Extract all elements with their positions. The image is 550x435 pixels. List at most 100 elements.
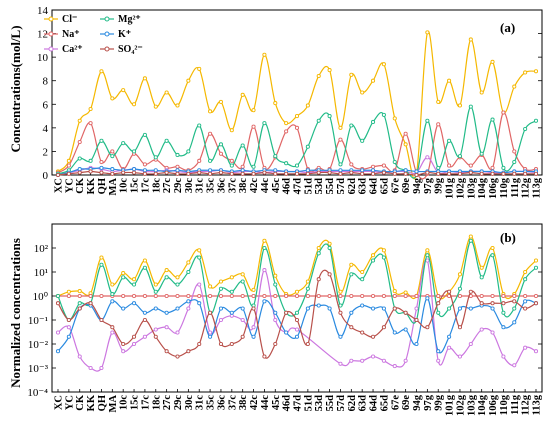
panel-b-x-tick-label: 57d: [336, 395, 347, 412]
panel-a-point-so42-minus: [403, 171, 408, 176]
panel-a-series: [55, 30, 539, 180]
panel-b-point-so42-minus: [273, 341, 278, 347]
panel-b-point-mg2-plus: [479, 275, 484, 280]
panel-b-point-na-plus: [240, 293, 245, 299]
panel-a-point-mg2-plus: [468, 104, 473, 109]
panel-b-point-na-plus: [512, 293, 517, 299]
panel-b-point-ca2-plus: [240, 317, 245, 323]
panel-a-x-tick-label: 51d: [303, 178, 314, 195]
panel-b-point-cl-minus: [153, 282, 158, 287]
panel-b-x-tick-label: 27c: [162, 395, 173, 411]
panel-a-x-tick-label: 102g: [455, 177, 466, 199]
panel-a-point-na-plus: [197, 158, 202, 163]
panel-a-point-cl-minus: [208, 109, 213, 114]
panel-a-x-tick-label: 36c: [216, 178, 227, 194]
panel-b-x-tick-label: 35c: [206, 395, 217, 411]
panel-a-y-tick-label: 14: [37, 5, 49, 17]
panel-a-point-so42-minus: [273, 171, 278, 176]
panel-a-point-na-plus: [88, 121, 93, 126]
panel-b-point-cl-minus: [305, 279, 310, 284]
panel-a-point-so42-minus: [381, 170, 386, 175]
panel-a-point-mg2-plus: [142, 132, 147, 137]
panel-a-point-k-plus: [110, 167, 115, 172]
panel-b-x-tick-label: 110g: [499, 394, 510, 415]
panel-b-point-cl-minus: [490, 245, 495, 251]
panel-b-point-k-plus: [251, 334, 256, 339]
panel-b-point-k-plus: [208, 334, 213, 339]
panel-a-point-so42-minus: [349, 170, 354, 175]
panel-b-point-k-plus: [501, 325, 506, 330]
panel-a-x-tick-label: 67e: [390, 178, 401, 194]
panel-a-x-tick-label: 63d: [358, 178, 369, 195]
panel-a-point-mg2-plus: [218, 142, 224, 147]
panel-a-point-cl-minus: [99, 69, 104, 74]
panel-a-point-cl-minus: [392, 116, 397, 121]
panel-b-point-so42-minus: [208, 310, 213, 315]
panel-b-x-tick-label: 51d: [303, 395, 314, 412]
panel-a-point-mg2-plus: [360, 138, 365, 143]
panel-b-point-k-plus: [175, 306, 180, 311]
panel-b-point-k-plus: [164, 310, 169, 315]
panel-b-point-k-plus: [240, 306, 245, 311]
panel-b-y-axis-title: Normalized concentrations: [8, 238, 23, 388]
panel-b-point-mg2-plus: [338, 303, 343, 308]
panel-a-point-k-plus: [142, 168, 147, 173]
panel-a-point-k-plus: [99, 165, 104, 170]
panel-a-point-k-plus: [414, 169, 419, 174]
panel-b-point-so42-minus: [262, 354, 267, 359]
legend-marker-so42-minus: [104, 46, 110, 52]
panel-b-point-na-plus: [436, 293, 441, 299]
panel-b-point-cl-minus: [533, 258, 539, 263]
legend-marker-mg2-plus: [104, 16, 110, 22]
panel-b-point-k-plus: [392, 330, 397, 335]
panel-b-x-tick-label: 44c: [260, 395, 271, 411]
panel-b-point-na-plus: [533, 293, 539, 299]
panel-a-point-na-plus: [468, 163, 473, 168]
panel-b-point-na-plus: [175, 293, 180, 299]
panel-b-point-so42-minus: [533, 301, 539, 306]
panel-b-point-ca2-plus: [512, 363, 517, 368]
panel-b-point-cl-minus: [360, 269, 365, 275]
panel-b-point-mg2-plus: [370, 258, 376, 263]
panel-a-point-cl-minus: [218, 99, 224, 104]
panel-b-series-cl-minus: [55, 234, 539, 300]
panel-b-point-mg2-plus: [55, 293, 61, 299]
panel-b-point-cl-minus: [273, 273, 278, 278]
panel-b-point-k-plus: [55, 349, 61, 354]
panel-b-y-tick-label: 10⁻³: [28, 363, 49, 375]
panel-a-point-mg2-plus: [447, 138, 452, 143]
panel-b-point-na-plus: [251, 293, 256, 299]
panel-b-x-tick-label: 47d: [293, 395, 304, 412]
panel-a-x-tick-label: 111g: [510, 177, 521, 198]
panel-b-x-tick-label: 112g: [521, 394, 532, 415]
panel-a-point-na-plus: [175, 164, 180, 169]
panel-a-x-tick-label: 65d: [379, 178, 390, 195]
panel-b-point-na-plus: [164, 293, 169, 299]
panel-b-point-k-plus: [327, 306, 332, 311]
panel-a-point-cl-minus: [88, 106, 93, 112]
panel-b-point-ca2-plus: [370, 354, 376, 359]
panel-a-x-tick-label: 53d: [314, 178, 325, 195]
panel-b-point-so42-minus: [490, 301, 495, 306]
panel-a-legend: Cl⁻ Na⁺ Ca²⁺ Mg²⁺ K⁺ SO₄²⁻: [44, 14, 143, 55]
panel-a-point-mg2-plus: [370, 119, 376, 125]
panel-a-point-so42-minus: [468, 170, 473, 175]
panel-b-point-k-plus: [110, 299, 115, 304]
panel-b-x-tick-label: 101g: [445, 394, 456, 416]
panel-a-point-mg2-plus: [262, 121, 267, 126]
panel-a-point-cl-minus: [436, 99, 441, 104]
panel-b-x-tick-label: 103g: [466, 394, 477, 416]
panel-b-point-mg2-plus: [186, 269, 191, 275]
panel-a-point-na-plus: [501, 110, 506, 115]
panel-a-point-mg2-plus: [88, 158, 93, 163]
panel-a-point-so42-minus: [218, 170, 224, 175]
panel-b-point-k-plus: [66, 334, 71, 339]
legend-item-ca2-plus: Ca²⁺: [44, 44, 83, 55]
panel-b-point-cl-minus: [479, 265, 484, 270]
panel-b-point-so42-minus: [251, 306, 256, 311]
panel-a-point-so42-minus: [153, 171, 158, 176]
panel-a-point-cl-minus: [121, 88, 126, 93]
panel-a-point-cl-minus: [77, 118, 82, 123]
panel-a-point-cl-minus: [338, 125, 343, 130]
panel-a-point-so42-minus: [66, 171, 71, 176]
